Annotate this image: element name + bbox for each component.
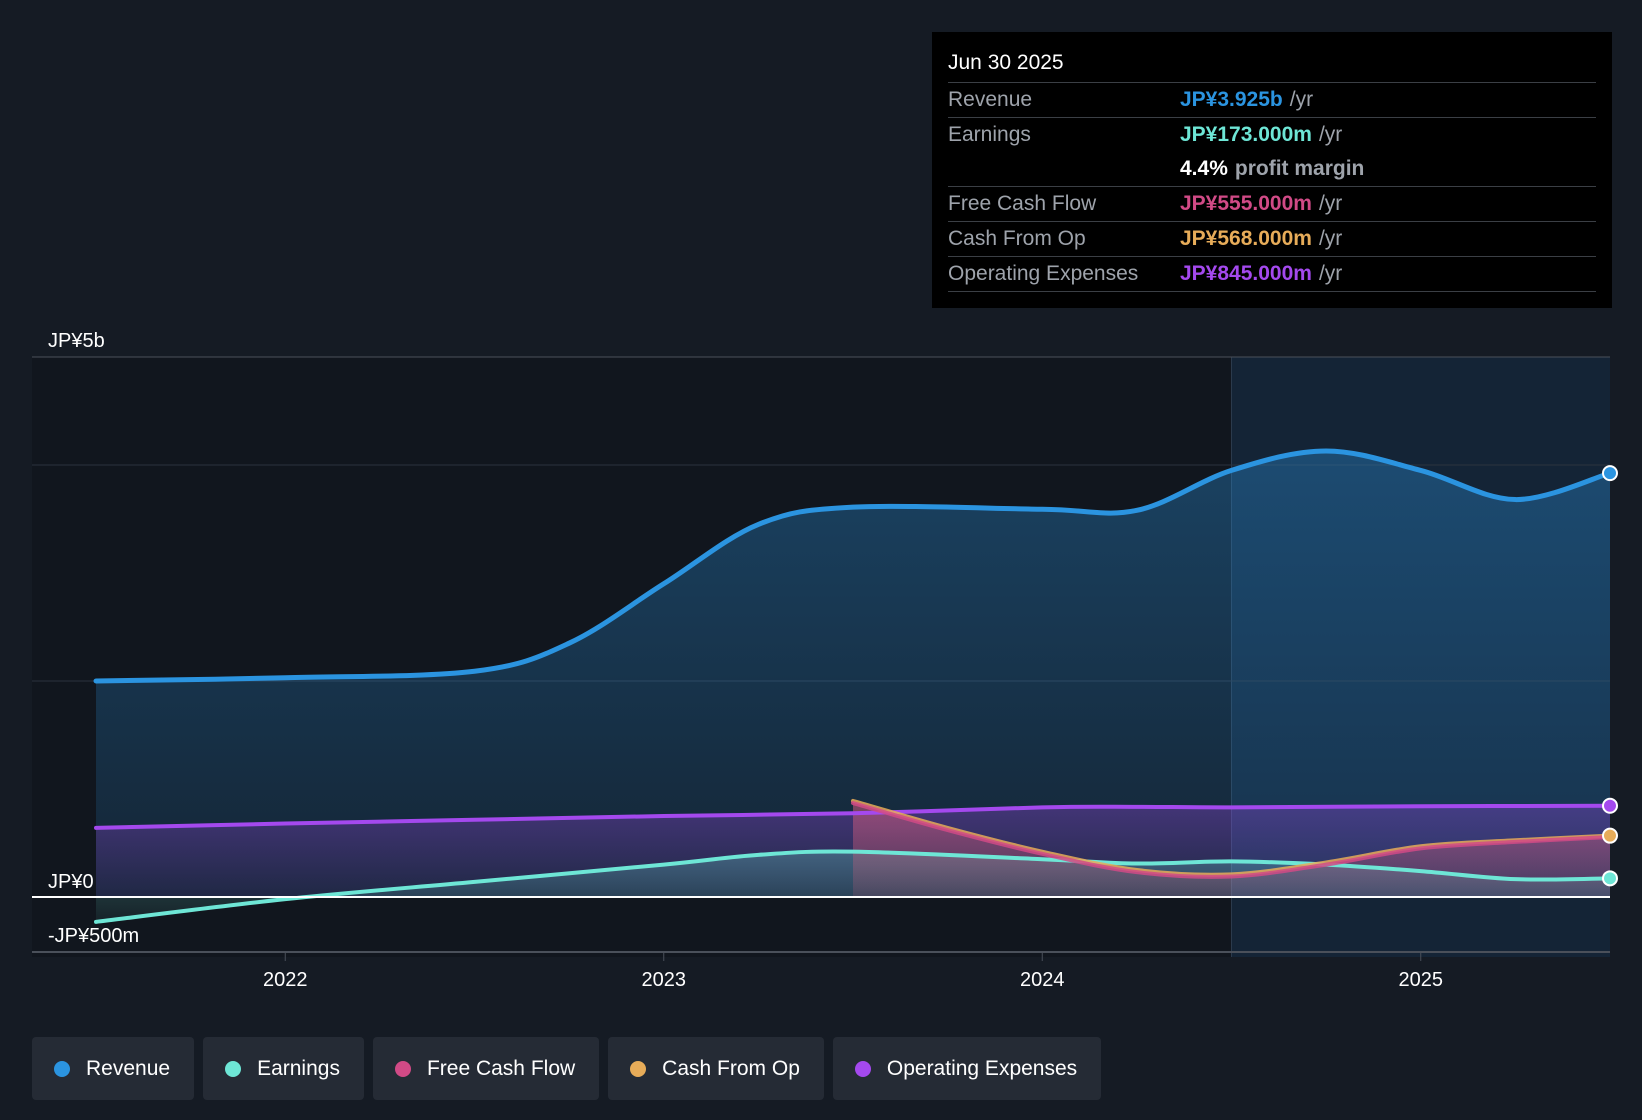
tooltip-unit: /yr <box>1318 227 1343 250</box>
earnings-dot-icon <box>225 1060 242 1077</box>
revenue-line <box>93 448 1613 684</box>
tooltip-value: JP¥555.000m <box>1180 192 1312 215</box>
tooltip-value: JP¥568.000m <box>1180 227 1312 250</box>
x-tick-label: 2025 <box>1399 969 1444 991</box>
tooltip-unit: /yr <box>1289 88 1314 111</box>
tooltip-row-operating-expenses: Operating Expenses JP¥845.000m /yr <box>948 257 1596 292</box>
legend-item-earnings[interactable]: Earnings <box>203 1037 364 1100</box>
free-cash-flow-area <box>853 803 1610 897</box>
tooltip-value: JP¥845.000m <box>1180 262 1312 285</box>
tooltip-row-free-cash-flow: Free Cash Flow JP¥555.000m /yr <box>948 187 1596 222</box>
revenue-area <box>96 450 1610 897</box>
earnings-line <box>94 849 1612 924</box>
tooltip-label: Operating Expenses <box>948 262 1139 285</box>
free-cash-flow-line <box>851 801 1612 879</box>
series-lines <box>93 448 1613 924</box>
series-endpoints <box>1602 465 1618 887</box>
y-axis-labels: JP¥5b JP¥0 -JP¥500m <box>48 330 139 947</box>
x-tick-label: 2024 <box>1020 969 1065 991</box>
x-tick-label: 2022 <box>263 969 308 991</box>
tooltip-row-revenue: Revenue JP¥3.925b /yr <box>948 83 1596 118</box>
tooltip-unit: /yr <box>1318 123 1343 146</box>
revenue-end-marker <box>1602 465 1618 482</box>
tooltip-label: Earnings <box>948 123 1031 146</box>
tooltip-value: JP¥173.000m <box>1180 123 1312 146</box>
tooltip-unit: profit margin <box>1234 157 1365 180</box>
y-axis-label: JP¥5b <box>48 330 105 352</box>
tooltip-value: JP¥3.925b <box>1180 88 1283 111</box>
earnings-end-marker <box>1602 870 1618 887</box>
x-axis: 2022 2023 2024 2025 <box>263 953 1443 991</box>
legend-item-free-cash-flow[interactable]: Free Cash Flow <box>372 1037 600 1100</box>
legend-item-operating-expenses[interactable]: Operating Expenses <box>832 1037 1102 1100</box>
legend-item-revenue[interactable]: Revenue <box>32 1037 195 1100</box>
operating-expenses-end-marker <box>1602 797 1618 814</box>
tooltip-panel: Jun 30 2025 Revenue JP¥3.925b /yr Earnin… <box>932 32 1612 308</box>
tooltip-value: 4.4% <box>1180 157 1228 180</box>
revenue-dot-icon <box>54 1060 70 1077</box>
x-tick-label: 2023 <box>642 969 687 991</box>
cash-from-op-end-marker <box>1602 827 1618 844</box>
free-cash-flow-dot-icon <box>394 1060 411 1077</box>
tooltip-label: Revenue <box>948 88 1033 111</box>
legend: Revenue Earnings Free Cash Flow Cash Fro… <box>32 1037 1102 1100</box>
legend-label: Revenue <box>86 1056 171 1080</box>
y-axis-label: -JP¥500m <box>48 925 139 947</box>
tooltip-row-profit-margin: 4.4% profit margin <box>948 152 1596 187</box>
tooltip-date: Jun 30 2025 <box>948 48 1596 83</box>
legend-item-cash-from-op[interactable]: Cash From Op <box>608 1037 824 1100</box>
y-axis-label: JP¥0 <box>48 871 94 893</box>
operating-expenses-dot-icon <box>854 1060 871 1077</box>
tooltip-row-cash-from-op: Cash From Op JP¥568.000m /yr <box>948 222 1596 257</box>
tooltip-unit: /yr <box>1318 192 1343 215</box>
legend-label: Operating Expenses <box>886 1056 1078 1080</box>
tooltip-label: Cash From Op <box>948 227 1086 250</box>
tooltip-label <box>948 152 1180 186</box>
legend-label: Earnings <box>257 1056 340 1080</box>
tooltip-unit: /yr <box>1318 262 1343 285</box>
legend-label: Cash From Op <box>662 1056 800 1080</box>
tooltip-label: Free Cash Flow <box>948 192 1097 215</box>
legend-label: Free Cash Flow <box>426 1056 576 1080</box>
cash-from-op-dot-icon <box>630 1060 647 1077</box>
tooltip-row-earnings: Earnings JP¥173.000m /yr <box>948 118 1596 152</box>
